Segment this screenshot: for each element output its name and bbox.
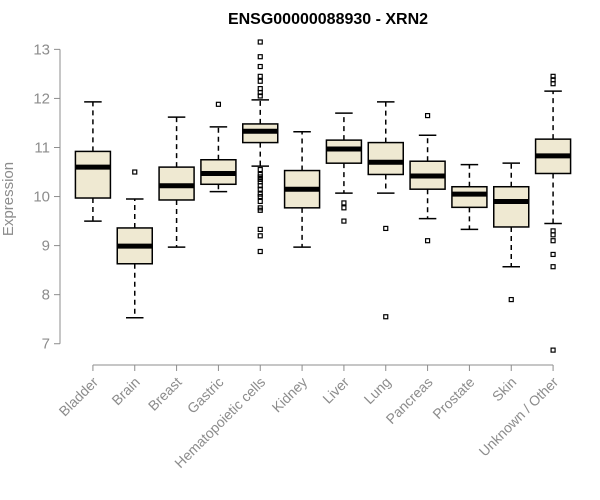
box-group: [242, 39, 279, 255]
iqr-box: [325, 139, 363, 164]
outlier-point: [257, 78, 263, 84]
outlier-point: [257, 198, 263, 205]
outlier-point: [257, 233, 263, 239]
outlier-point: [257, 248, 263, 255]
x-tick-label: Skin: [489, 374, 520, 405]
outlier-point: [550, 347, 556, 353]
outlier-point: [341, 218, 347, 224]
iqr-box: [451, 185, 488, 209]
outlier-point: [257, 63, 263, 70]
iqr-box: [493, 185, 530, 228]
x-tick-label: Breast: [145, 374, 185, 414]
outlier-point: [424, 112, 431, 119]
y-tick-label: 8: [42, 287, 50, 304]
box-group: [158, 116, 195, 248]
outlier-point: [257, 193, 263, 200]
y-tick-label: 13: [33, 41, 50, 58]
y-tick-label: 7: [42, 336, 50, 353]
outlier-point: [424, 238, 431, 244]
box-group: [451, 163, 488, 231]
outlier-point: [257, 207, 263, 213]
outlier-point: [383, 314, 389, 320]
box-group: [200, 101, 237, 193]
x-tick-label: Bladder: [56, 374, 102, 420]
outlier-point: [215, 101, 222, 107]
outlier-point: [257, 166, 263, 173]
x-tick-label: Brain: [108, 374, 142, 408]
y-tick-label: 9: [42, 238, 50, 255]
outlier-point: [550, 232, 556, 238]
outlier-point: [257, 39, 263, 45]
box-group: [74, 101, 112, 222]
outlier-point: [257, 93, 263, 99]
x-tick-label: Unknown / Other: [476, 374, 562, 460]
y-tick-label: 11: [34, 139, 50, 156]
outlier-point: [508, 296, 514, 303]
outlier-point: [550, 81, 556, 87]
iqr-box: [74, 150, 112, 199]
box-group: [367, 101, 404, 320]
x-tick-label: Kidney: [269, 374, 311, 416]
x-tick-label: Lung: [361, 374, 394, 407]
box-group: [116, 169, 153, 319]
outlier-point: [341, 200, 347, 206]
box-group: [534, 73, 572, 353]
y-axis: 7 8 9 10 11 12 13: [33, 41, 61, 353]
boxes-layer: [74, 39, 572, 353]
outlier-point: [257, 73, 263, 79]
y-axis-label: Expression: [0, 162, 17, 236]
x-tick-label: Prostate: [429, 374, 477, 422]
x-tick-label: Liver: [319, 374, 352, 407]
outlier-point: [383, 225, 389, 232]
outlier-point: [550, 264, 556, 270]
x-tick-label: Pancreas: [383, 374, 436, 427]
box-group: [325, 112, 363, 224]
y-tick-label: 10: [33, 189, 50, 206]
y-tick-label: 12: [33, 90, 50, 107]
outlier-point: [550, 251, 556, 258]
box-group: [283, 131, 321, 248]
outlier-point: [132, 169, 138, 175]
outlier-point: [257, 54, 263, 60]
chart-title: ENSG00000088930 - XRN2: [228, 11, 428, 28]
outlier-point: [341, 205, 347, 211]
box-group: [409, 112, 446, 244]
box-group: [493, 162, 530, 303]
iqr-box: [367, 141, 404, 176]
outlier-point: [257, 186, 263, 192]
outlier-point: [550, 238, 556, 244]
outlier-point: [257, 226, 263, 233]
